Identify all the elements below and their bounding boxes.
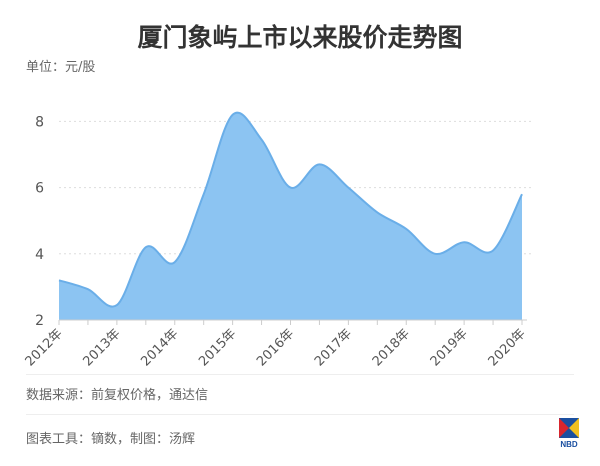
y-tick-label: 4 [35,247,44,263]
y-tick-label: 6 [35,181,44,197]
y-tick-label: 2 [35,313,44,329]
x-tick-label: 2020年 [486,326,529,369]
data-source: 数据来源：前复权价格，通达信 [26,388,209,403]
x-tick-label: 2017年 [312,326,355,369]
nbd-logo: NBD [559,418,579,449]
chart-credit: 图表工具：镝数，制图：汤辉 [26,432,196,447]
unit-label: 单位：元/股 [26,60,96,75]
divider [26,374,574,375]
x-tick-label: 2016年 [254,326,297,369]
divider [26,414,574,415]
x-tick-label: 2013年 [81,326,124,369]
y-tick-label: 8 [35,114,44,130]
x-tick-label: 2015年 [196,326,239,369]
series-line [58,111,523,308]
x-tick-label: 2018年 [370,326,413,369]
x-tick-label: 2014年 [138,326,181,369]
x-tick-label: 2019年 [428,326,471,369]
area-chart: 2 4 6 8 2012年 2013年 2014年 2015年 2016年 2017年 2018年 2… [23,111,532,369]
x-tick-label: 2012年 [23,326,66,369]
area-fill [59,112,522,320]
chart-title: 厦门象屿上市以来股价走势图 [137,23,463,52]
svg-text:NBD: NBD [560,440,578,449]
